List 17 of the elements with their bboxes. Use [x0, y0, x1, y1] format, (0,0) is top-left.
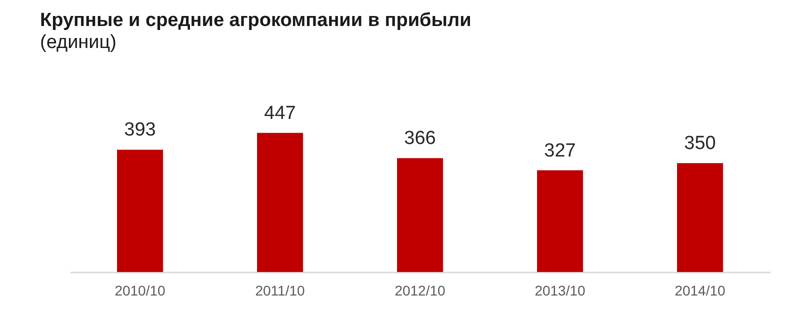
x-tick-label: 2012/10 — [394, 282, 446, 298]
bar — [537, 170, 583, 272]
x-tick-label: 2013/10 — [534, 282, 586, 298]
x-tick-label: 2011/10 — [255, 282, 305, 298]
bar — [117, 150, 163, 272]
data-label: 447 — [264, 102, 296, 124]
bar — [397, 158, 443, 272]
data-label: 327 — [544, 140, 576, 162]
x-tick-label: 2010/10 — [114, 282, 166, 298]
x-tick-label: 2014/10 — [674, 282, 726, 298]
bar — [257, 132, 303, 272]
chart-subtitle: (единиц) — [40, 32, 116, 53]
data-label: 366 — [404, 128, 436, 150]
bar — [677, 163, 723, 272]
data-label: 350 — [684, 133, 716, 154]
data-label: 393 — [124, 120, 156, 141]
chart-title: Крупные и средние агрокомпании в прибыли — [40, 10, 472, 31]
